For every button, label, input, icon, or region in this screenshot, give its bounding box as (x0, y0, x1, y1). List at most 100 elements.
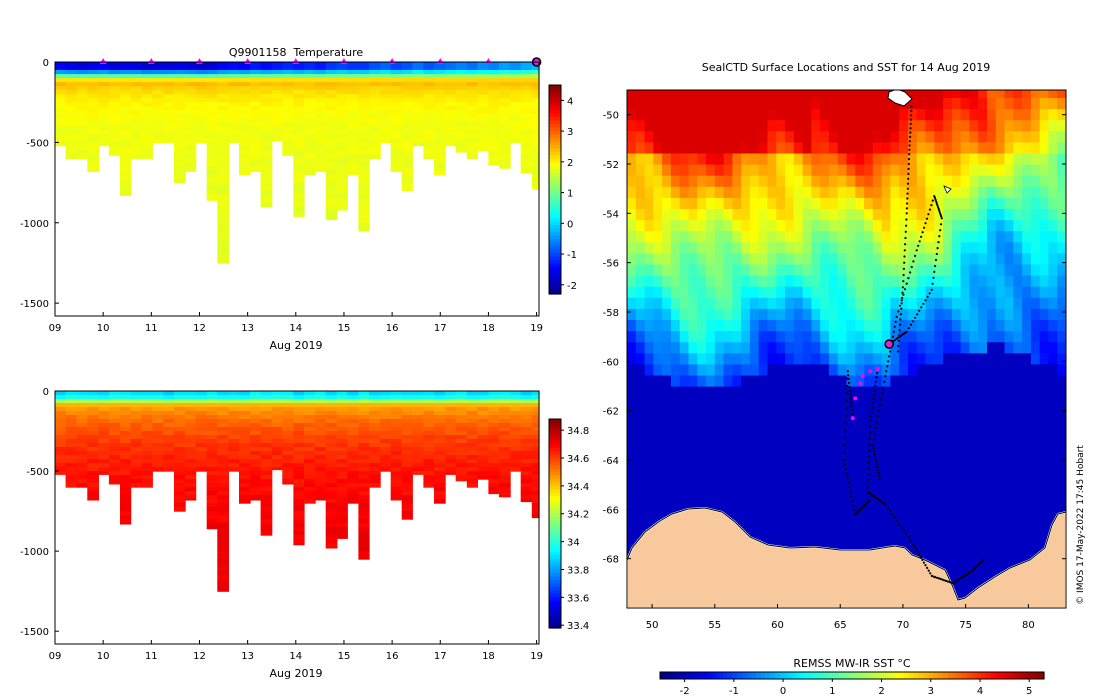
sst-cell (1013, 430, 1023, 443)
sst-cell (1022, 363, 1032, 376)
heat-cell (336, 503, 348, 508)
heat-cell (423, 451, 435, 456)
sst-cell (1022, 408, 1032, 420)
heat-cell (434, 443, 446, 448)
heat-cell (499, 126, 511, 131)
sst-cell (767, 119, 777, 132)
heat-cell (195, 102, 208, 107)
sst-cell (916, 241, 927, 254)
sst-cell (925, 386, 935, 398)
heat-cell (531, 74, 540, 79)
heat-cell (185, 82, 197, 87)
sst-cell (767, 530, 777, 542)
heat-cell (390, 391, 403, 396)
heat-cell (390, 443, 403, 448)
profile-column (55, 391, 67, 475)
heat-cell (108, 134, 121, 139)
heat-cell (239, 102, 251, 107)
heat-cell (120, 459, 132, 464)
heat-cell (217, 94, 229, 99)
heat-cell (174, 78, 186, 83)
heat-cell (239, 447, 251, 452)
sst-cell (1039, 230, 1050, 243)
sst-cell (662, 397, 672, 409)
sst-cell (855, 463, 865, 476)
sst-cell (951, 208, 962, 221)
heat-cell (174, 451, 186, 456)
heat-cell (358, 174, 370, 180)
heat-cell (141, 142, 153, 147)
sst-cell (820, 497, 830, 509)
heat-cell (195, 118, 208, 123)
heat-cell (206, 162, 218, 168)
colorbar-swatch (549, 485, 561, 490)
sst-cell (978, 541, 988, 554)
heat-cell (477, 134, 490, 139)
heat-cell (531, 507, 540, 512)
sst-cell (1039, 530, 1050, 542)
sst-cell (758, 352, 769, 365)
heat-cell (185, 411, 197, 416)
heat-cell (55, 82, 67, 87)
sst-cell (811, 452, 821, 465)
sst-cell (802, 441, 812, 454)
sst-cell (1039, 441, 1050, 454)
sst-cell (925, 175, 935, 187)
heat-cell (260, 122, 273, 127)
sst-cell (714, 164, 725, 176)
sst-cell (811, 164, 821, 176)
heat-cell (174, 158, 186, 164)
heat-cell (510, 110, 522, 115)
heat-cell (87, 407, 99, 412)
sst-cell (837, 164, 848, 176)
sst-cell (943, 519, 953, 531)
heat-cell (347, 102, 359, 107)
heat-cell (228, 102, 240, 107)
heat-cell (466, 395, 478, 400)
sst-cell (864, 230, 874, 243)
sst-cell (820, 208, 830, 221)
heat-cell (239, 499, 251, 504)
sst-cell (925, 519, 935, 531)
sst-cell (855, 497, 865, 509)
sst-cell (978, 574, 988, 587)
heat-cell (347, 491, 359, 496)
sst-cell (987, 463, 997, 476)
sst-cell (741, 419, 751, 431)
heat-cell (390, 491, 403, 496)
heat-cell (401, 395, 413, 400)
sst-cell (899, 330, 909, 343)
sst-cell (969, 230, 979, 243)
sst-cell (1004, 319, 1014, 332)
heat-cell (120, 138, 132, 143)
heat-cell (531, 166, 540, 172)
sst-cell (899, 308, 909, 320)
heat-cell (87, 463, 99, 468)
sst-cell (635, 164, 646, 176)
sst-cell (714, 386, 725, 398)
heat-cell (185, 403, 197, 408)
sst-cell (732, 219, 742, 232)
sst-cell (1013, 230, 1023, 243)
heat-cell (347, 403, 359, 408)
heat-cell (347, 423, 359, 428)
heat-cell (455, 443, 468, 448)
sst-cell (1004, 330, 1014, 343)
sst-cell (899, 441, 909, 454)
sst-cell (908, 297, 918, 309)
heat-cell (98, 455, 110, 460)
heat-cell (336, 531, 348, 536)
sst-cell (644, 397, 654, 409)
heat-cell (271, 423, 283, 428)
heat-cell (250, 138, 262, 143)
heat-cell (174, 62, 186, 67)
heat-cell (434, 467, 446, 472)
sst-cell (960, 552, 970, 565)
sst-cell (670, 408, 681, 420)
heat-cell (315, 455, 327, 460)
heat-cell (98, 98, 110, 103)
heat-cell (250, 122, 262, 127)
heat-cell (76, 94, 88, 99)
heat-cell (130, 106, 143, 111)
colorbar-swatch (549, 565, 561, 570)
